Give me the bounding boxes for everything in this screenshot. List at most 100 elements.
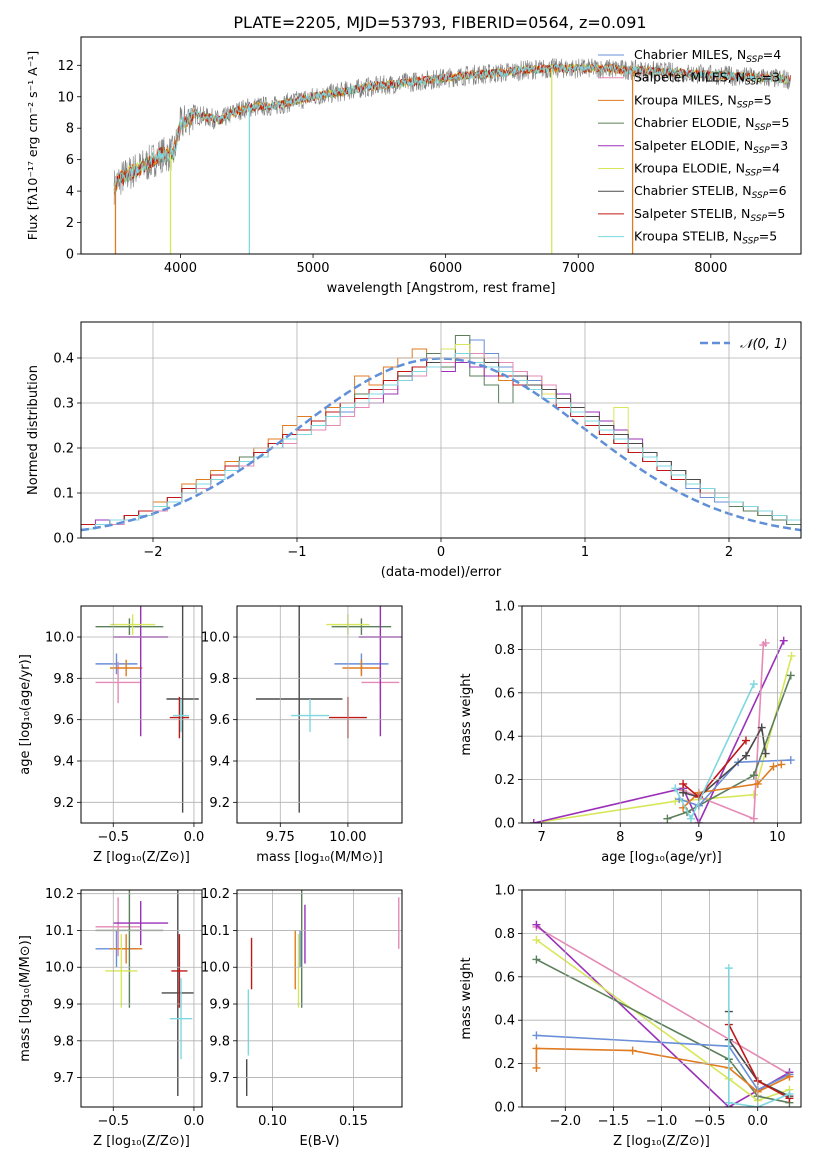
y-tick-label: 9.9 [209, 998, 230, 1013]
y-tick-label: 9.9 [53, 998, 74, 1013]
chart-panel-7: −2.0 −1.5 −1.0 −0.5 0.0 0.0 0.2 0.4 0.6 0.8 1.0 Z [… [459, 884, 802, 1149]
x-tick-label: 0.15 [339, 1114, 368, 1129]
mass-weight-line [533, 655, 793, 823]
chart-panel-2: −0.5 0.0 9.2 9.4 9.6 9.8 10.0 Z [log₁₀(Z/Z⊙)] ag… [18, 605, 204, 865]
error-bar-point [342, 659, 381, 677]
plus-marker [749, 771, 758, 780]
y-tick-label: 0.0 [494, 817, 515, 832]
y-tick-label: 0.6 [494, 970, 515, 985]
x-tick-label: 7 [538, 830, 546, 845]
plus-marker [785, 1089, 794, 1098]
plot-area [246, 890, 400, 1096]
y-tick-label: 0.4 [494, 730, 515, 745]
y-tick-label: 9.8 [209, 672, 230, 687]
error-bar-point [105, 934, 138, 1008]
y-axis-label: age [log₁₀(age/yr)] [18, 654, 33, 775]
plus-marker [532, 935, 541, 944]
y-tick-label: 0.0 [494, 1101, 515, 1116]
x-axis-label: (data-model)/error [381, 565, 502, 580]
y-tick-label: 0.2 [494, 773, 515, 788]
error-bar-point [95, 653, 138, 675]
plus-marker [686, 814, 695, 823]
y-tick-label: 9.8 [53, 672, 74, 687]
y-tick-label: 10.2 [201, 887, 230, 902]
plot-area [532, 920, 794, 1107]
plot-area [113, 57, 791, 254]
plus-marker [749, 680, 758, 689]
y-tick-label: 9.7 [209, 1071, 230, 1086]
x-tick-label: 0.10 [258, 1114, 287, 1129]
x-tick-label: 1 [581, 545, 589, 560]
y-axis-label: mass weight [459, 673, 474, 755]
plus-marker [741, 751, 750, 760]
x-tick-label: 0.0 [747, 1114, 768, 1129]
plus-marker [532, 920, 541, 929]
y-tick-label: 6 [66, 153, 74, 168]
y-tick-label: 10.1 [201, 924, 230, 939]
y-tick-label: 10.0 [45, 961, 74, 976]
x-tick-label: 9.75 [266, 830, 295, 845]
axes-frame [80, 321, 802, 539]
y-tick-label: 10.0 [201, 631, 230, 646]
axes-frame [80, 605, 203, 824]
plus-marker [761, 749, 770, 758]
x-tick-label: 6000 [429, 261, 462, 276]
mass-weight-line [682, 763, 782, 809]
figure-title: PLATE=2205, MJD=53793, FIBERID=0564, z=0… [233, 13, 646, 32]
plus-marker [679, 788, 688, 797]
y-tick-label: 0.1 [53, 487, 74, 502]
error-bar-point [110, 934, 143, 964]
plus-marker [741, 736, 750, 745]
y-tick-label: 0.8 [494, 643, 515, 658]
legend-label: Kroupa ELODIE, NSSP=4 [634, 161, 780, 179]
error-bar-point [110, 614, 156, 635]
x-tick-label: 10 [769, 830, 786, 845]
chart-panel-0: 4000 5000 6000 7000 8000 0 2 4 6 8 10 12 wavelength … [25, 36, 802, 296]
plus-marker [529, 819, 538, 823]
plus-marker [671, 784, 680, 793]
y-tick-label: 0 [66, 248, 74, 263]
x-tick-label: 10.00 [329, 830, 366, 845]
x-tick-label: −0.5 [694, 1114, 726, 1129]
mass-weight-line [536, 1034, 790, 1091]
axes-frame [521, 605, 802, 824]
plus-marker [786, 671, 795, 680]
mass-weight-line [728, 968, 790, 1107]
plus-marker [679, 779, 688, 788]
plus-marker [532, 1044, 541, 1053]
error-bar-point [95, 897, 141, 957]
error-bar-point [169, 978, 193, 1060]
chart-panel-6: 0.10 0.15 9.7 9.8 9.9 10.0 10.1 10.2 E(B-V) [201, 887, 403, 1149]
error-bar-point [169, 696, 190, 739]
x-tick-label: −0.5 [97, 1114, 129, 1129]
y-tick-label: 0.4 [53, 352, 74, 367]
plus-marker [785, 1072, 794, 1081]
x-tick-label: −2 [143, 545, 162, 560]
y-tick-label: 10.0 [45, 631, 74, 646]
x-tick-label: −2.0 [550, 1114, 582, 1129]
chart-panel-5: −0.5 0.0 9.7 9.8 9.9 10.0 10.1 10.2 Z [log₁₀(Z/Z… [18, 887, 204, 1149]
plus-marker [786, 756, 795, 765]
y-tick-label: 9.4 [209, 755, 230, 770]
x-tick-label: −1.5 [598, 1114, 630, 1129]
error-bar-point [172, 699, 190, 733]
error-bar-point [110, 659, 143, 677]
error-bar-point [331, 618, 392, 635]
axes-frame [236, 889, 403, 1108]
y-tick-label: 9.2 [53, 796, 74, 811]
plus-marker [532, 955, 541, 964]
y-axis-label: Flux [fλ10⁻¹⁷ erg cm⁻² s⁻¹ A⁻¹] [25, 51, 40, 240]
mass-weight-line [535, 926, 790, 1076]
y-tick-label: 10.1 [45, 924, 74, 939]
legend-label: Salpeter STELIB, NSSP=5 [634, 206, 785, 224]
x-axis-label: E(B-V) [299, 1134, 339, 1149]
x-axis-label: Z [log₁₀(Z/Z⊙)] [93, 850, 190, 865]
legend-label: Kroupa STELIB, NSSP=5 [634, 229, 777, 247]
x-tick-label: 2 [725, 545, 733, 560]
y-tick-label: 0.6 [494, 686, 515, 701]
spectrum-line [113, 63, 791, 193]
y-tick-label: 9.7 [53, 1071, 74, 1086]
y-tick-label: 12 [57, 59, 74, 74]
legend-label: Chabrier STELIB, NSSP=6 [634, 183, 787, 201]
plus-marker [532, 1063, 541, 1072]
